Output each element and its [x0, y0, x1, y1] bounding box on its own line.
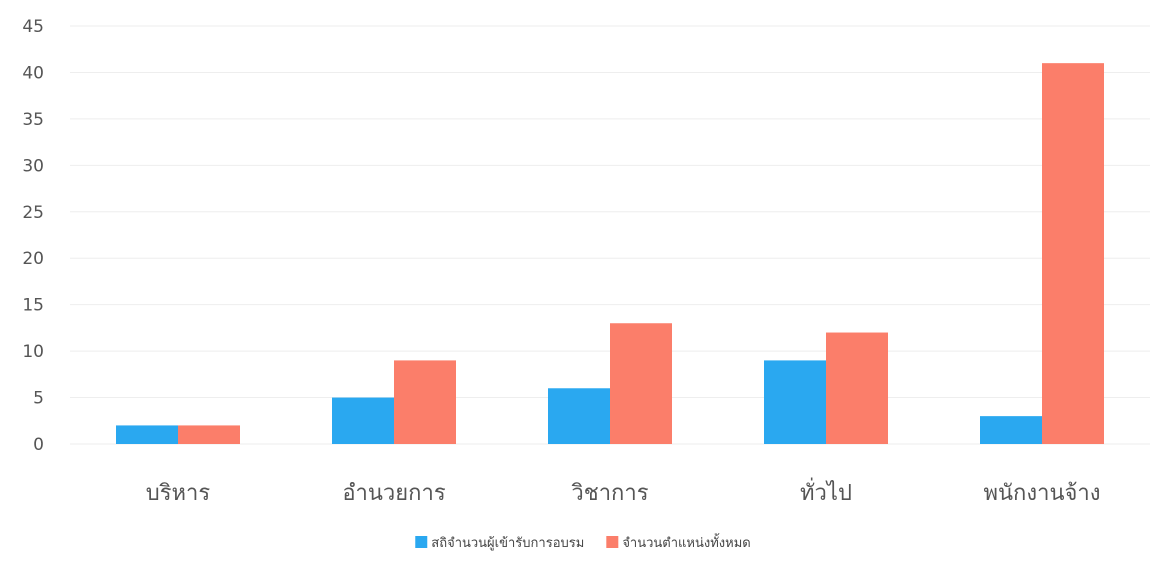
bar-series2-3 — [826, 332, 888, 444]
y-tick-label: 25 — [22, 203, 44, 223]
x-tick-label: วิชาการ — [571, 481, 649, 506]
y-tick-label: 0 — [33, 435, 44, 455]
bar-series2-2 — [610, 323, 672, 444]
legend-item-1: สถิจำนวนผู้เข้ารับการอบรม — [415, 536, 584, 551]
gridlines — [70, 25, 1150, 445]
y-tick-label: 35 — [22, 110, 44, 130]
x-axis: บริหาร อำนวยการ วิชาการ ทั่วไป พนักงานจ้าง — [146, 477, 1101, 506]
y-tick-label: 40 — [22, 63, 44, 83]
bar-series1-4 — [980, 416, 1042, 444]
bars — [116, 63, 1104, 445]
y-tick-label: 15 — [22, 296, 44, 316]
y-tick-label: 10 — [22, 342, 44, 362]
legend-item-2: จำนวนตำแหน่งทั้งหมด — [606, 533, 751, 551]
legend-label: สถิจำนวนผู้เข้ารับการอบรม — [431, 536, 584, 551]
legend-swatch — [415, 536, 428, 548]
x-tick-label: พนักงานจ้าง — [984, 481, 1101, 506]
y-tick-label: 45 — [22, 17, 44, 37]
legend: สถิจำนวนผู้เข้ารับการอบรม จำนวนตำแหน่งทั้… — [415, 533, 751, 551]
legend-swatch — [606, 536, 619, 548]
y-tick-label: 5 — [33, 389, 44, 409]
x-tick-label: อำนวยการ — [342, 481, 446, 506]
legend-label: จำนวนตำแหน่งทั้งหมด — [622, 533, 750, 551]
y-axis: 0 5 10 15 20 25 30 35 40 45 — [22, 17, 44, 455]
bar-series2-4 — [1042, 63, 1104, 445]
y-tick-label: 30 — [22, 156, 44, 176]
x-tick-label: ทั่วไป — [800, 477, 852, 506]
x-tick-label: บริหาร — [146, 481, 211, 506]
bar-series2-1 — [394, 360, 456, 444]
bar-series2-0 — [178, 425, 240, 444]
y-tick-label: 20 — [22, 249, 44, 269]
bar-series1-2 — [548, 388, 610, 444]
bar-series1-3 — [764, 360, 826, 444]
bar-series1-0 — [116, 425, 178, 444]
bar-series1-1 — [332, 397, 394, 444]
